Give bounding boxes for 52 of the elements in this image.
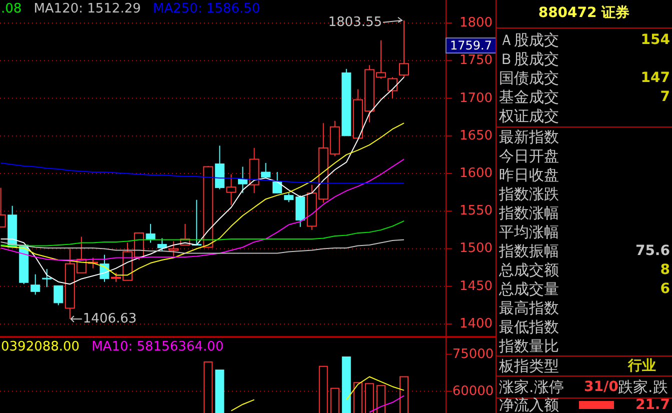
annotation: 1803.55 [328, 14, 403, 30]
text: 指数量比 [498, 337, 559, 355]
text: 147 [640, 70, 670, 86]
text: Ｂ股成交 [499, 50, 559, 68]
y-tick-label: 1750 [459, 53, 493, 68]
text: 平均涨幅 [499, 223, 559, 241]
text: 今日开盘 [499, 147, 559, 165]
text: MA10: 58156364.00 [92, 340, 224, 354]
y-tick-label: 1800 [459, 16, 493, 31]
text: 指数振幅 [498, 242, 559, 260]
text: 权证成交 [498, 107, 559, 125]
annotation: 1803.55 [328, 14, 382, 30]
y-tick-label: 1650 [459, 128, 493, 144]
text: 基金成交 [499, 88, 559, 106]
text: 国债成交 [499, 69, 559, 87]
text: 0392088.00 [1, 340, 80, 354]
text: 总成交量 [498, 280, 559, 298]
text: 最新指数 [499, 128, 559, 146]
text: 最低指数 [499, 318, 559, 336]
text: MA120: 1512.29 [34, 2, 141, 16]
text: 指数涨幅 [498, 204, 559, 222]
text: 板指类型 [498, 357, 559, 375]
y-tick-label: 1450 [459, 278, 493, 294]
y-tick-label: 1400 [459, 316, 493, 332]
text: 8 [660, 262, 670, 278]
text: 6 [660, 281, 670, 297]
text: 21.7 [635, 397, 670, 413]
text: 跌家.跌 [618, 378, 668, 396]
y-tick-label: 75000 [452, 346, 494, 362]
text: MA250: 1586.50 [152, 2, 260, 16]
text: 75.6 [635, 243, 670, 259]
y-tick-label: 60000 [452, 384, 494, 399]
text: 7 [660, 89, 670, 105]
text: Ａ股成交 [499, 31, 559, 49]
y-tick-label: 1550 [459, 204, 493, 219]
text: 31/0 [584, 379, 619, 395]
text: 880472 证券 [538, 5, 630, 21]
text: 最高指数 [499, 299, 559, 317]
text: .08 [1, 2, 22, 16]
y-tick-label: 1600 [459, 166, 493, 182]
annotation: 1406.63 [82, 311, 137, 326]
text: 昨日收盘 [499, 166, 559, 184]
y-tick-label: 1500 [459, 241, 493, 256]
text: 涨家.涨停 [499, 378, 564, 396]
text: 总成交额 [498, 261, 559, 279]
y-tick-label: 1700 [459, 90, 493, 106]
text: 行业 [627, 358, 656, 374]
annotation: 1759.7 [446, 38, 496, 54]
text: 指数涨跌 [498, 185, 559, 203]
text: 净流入额 [499, 396, 559, 413]
text: 154 [640, 32, 670, 48]
annotation: 1406.63 [70, 312, 137, 326]
